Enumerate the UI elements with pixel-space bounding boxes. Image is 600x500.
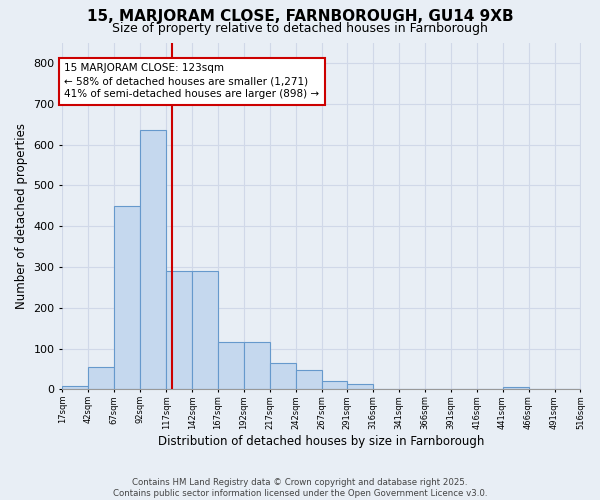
Text: Size of property relative to detached houses in Farnborough: Size of property relative to detached ho…	[112, 22, 488, 35]
Bar	[503, 387, 529, 390]
Bar	[218, 342, 244, 390]
Bar	[62, 386, 88, 390]
Bar	[296, 370, 322, 390]
Bar	[166, 271, 192, 390]
Bar	[88, 367, 114, 390]
Bar	[114, 206, 140, 390]
Bar	[347, 384, 373, 390]
Bar	[192, 271, 218, 390]
Bar	[140, 130, 166, 390]
Bar	[244, 342, 270, 390]
Bar	[270, 363, 296, 390]
Text: 15 MARJORAM CLOSE: 123sqm
← 58% of detached houses are smaller (1,271)
41% of se: 15 MARJORAM CLOSE: 123sqm ← 58% of detac…	[64, 63, 320, 100]
Bar	[322, 381, 347, 390]
X-axis label: Distribution of detached houses by size in Farnborough: Distribution of detached houses by size …	[158, 434, 485, 448]
Y-axis label: Number of detached properties: Number of detached properties	[15, 123, 28, 309]
Text: Contains HM Land Registry data © Crown copyright and database right 2025.
Contai: Contains HM Land Registry data © Crown c…	[113, 478, 487, 498]
Text: 15, MARJORAM CLOSE, FARNBOROUGH, GU14 9XB: 15, MARJORAM CLOSE, FARNBOROUGH, GU14 9X…	[86, 9, 514, 24]
